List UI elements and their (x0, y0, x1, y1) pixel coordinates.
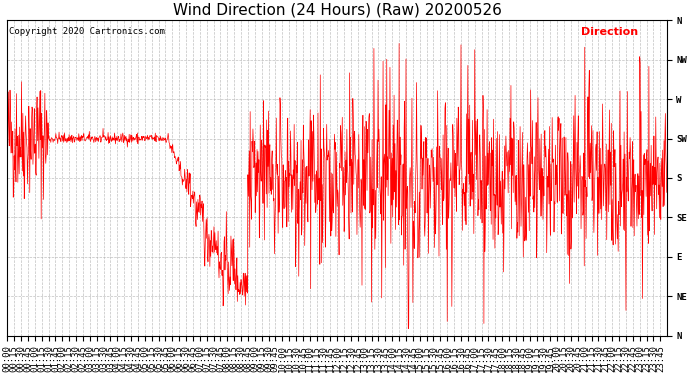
Text: Copyright 2020 Cartronics.com: Copyright 2020 Cartronics.com (8, 27, 164, 36)
Direction (134, 141, 142, 146)
Direction (404, 326, 413, 331)
Direction (441, 106, 449, 110)
Title: Wind Direction (24 Hours) (Raw) 20200526: Wind Direction (24 Hours) (Raw) 20200526 (172, 3, 502, 18)
Direction (662, 190, 671, 195)
Direction (224, 280, 232, 285)
Line: Direction: Direction (8, 44, 667, 328)
Direction (3, 121, 12, 126)
Text: Direction: Direction (581, 27, 638, 37)
Direction (395, 41, 403, 46)
Direction (585, 68, 593, 73)
Direction (527, 144, 535, 148)
Direction (150, 136, 158, 141)
